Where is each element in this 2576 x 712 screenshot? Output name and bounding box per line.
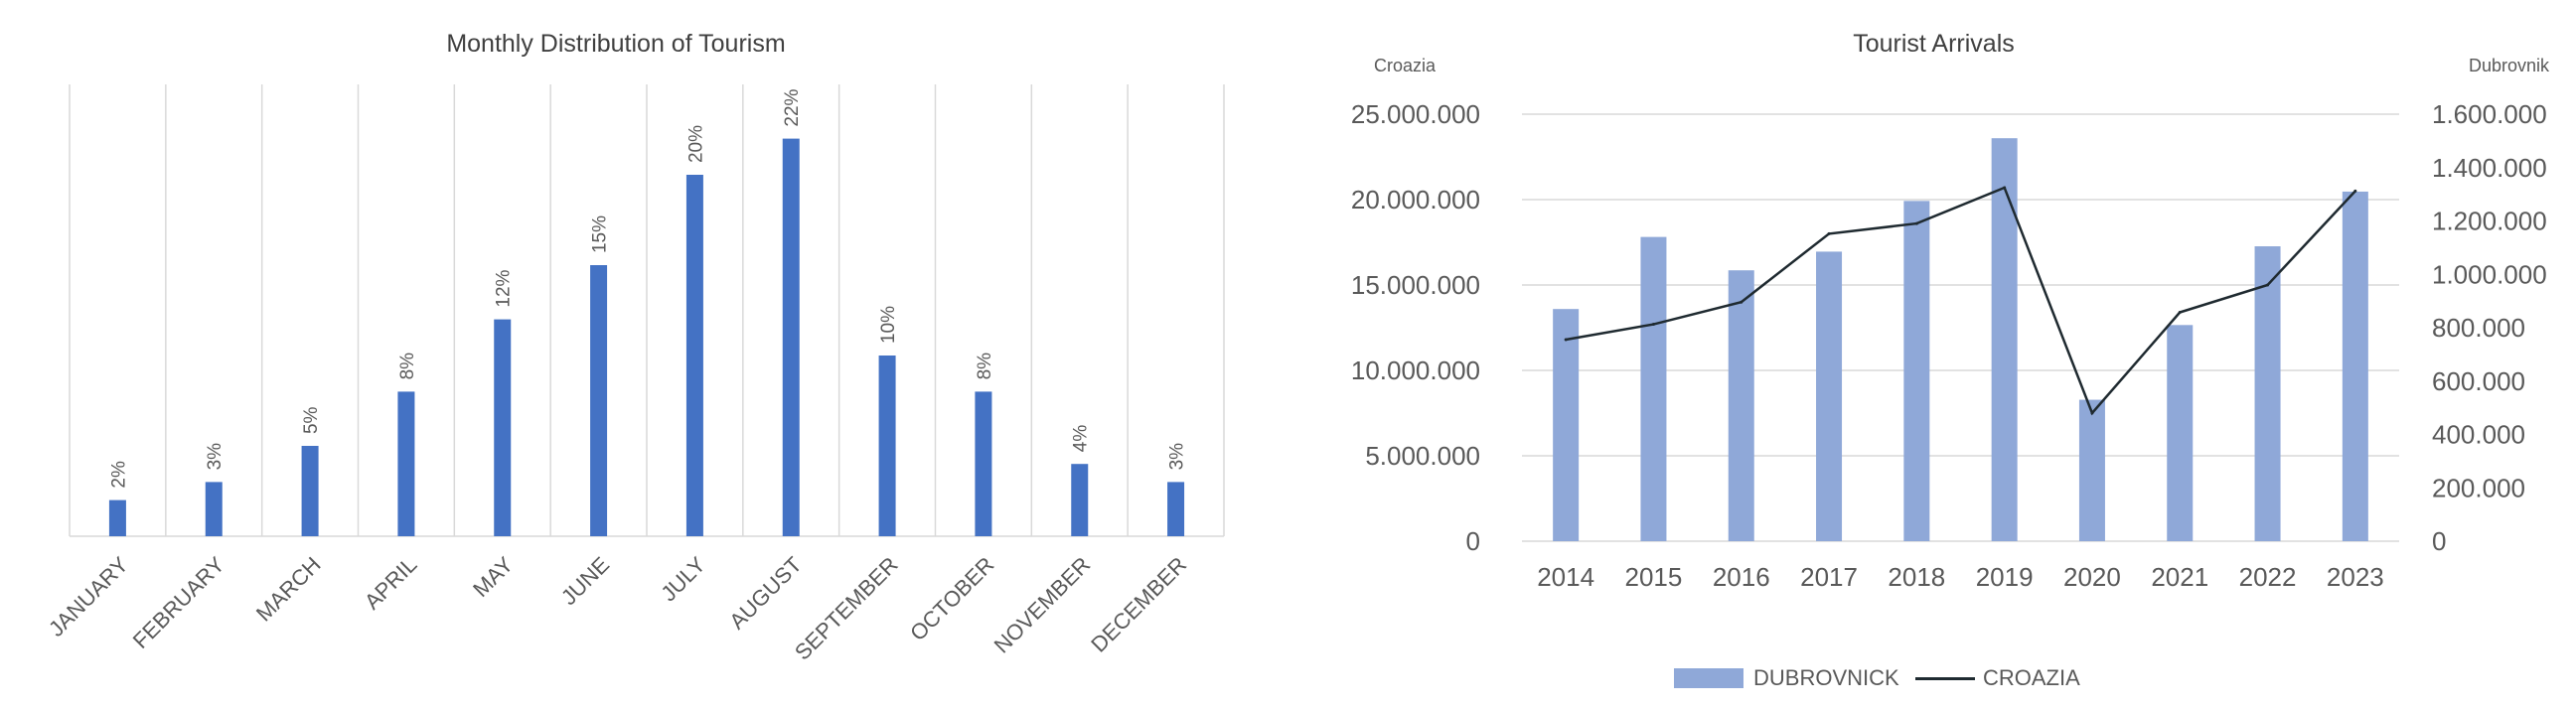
x-tick-label: 2020 [2063, 562, 2121, 592]
x-tick-label: NOVEMBER [989, 552, 1096, 658]
data-label: 20% [685, 125, 706, 163]
left-y-tick-label: 5.000.000 [1365, 441, 1480, 471]
data-label: 2% [108, 461, 129, 489]
bar-2015 [1640, 236, 1667, 541]
right-axis-label: Dubrovnik [2469, 56, 2550, 75]
data-label: 3% [1167, 443, 1188, 471]
bar-2018 [1903, 201, 1930, 541]
legend-item-dubrovnick: DUBROVNICK [1674, 663, 1899, 693]
bar-may [494, 319, 512, 536]
x-tick-label: APRIL [360, 552, 422, 615]
bar-january [108, 499, 126, 536]
bar-2023 [2342, 191, 2368, 541]
legend: DUBROVNICK CROAZIA [1291, 663, 2576, 693]
x-tick-label: MARCH [251, 552, 326, 627]
data-label: 4% [1071, 425, 1092, 453]
right-y-tick-label: 1.400.000 [2432, 153, 2547, 183]
data-label: 8% [397, 353, 418, 380]
line-point [1914, 221, 1918, 225]
bar-2022 [2254, 246, 2281, 541]
x-tick-label: FEBRUARY [128, 552, 229, 653]
legend-label: CROAZIA [1983, 665, 2080, 690]
line-point [2353, 189, 2357, 193]
right-y-tick-label: 1.600.000 [2432, 99, 2547, 129]
x-tick-label: 2017 [1800, 562, 1858, 592]
right-y-tick-label: 0 [2432, 526, 2446, 556]
x-tick-label: SEPTEMBER [790, 552, 903, 665]
x-tick-label: 2023 [2327, 562, 2384, 592]
bar-september [878, 356, 896, 536]
monthly-distribution-chart: Monthly Distribution of Tourism 2% JANUAR… [0, 0, 1232, 712]
x-tick-label: OCTOBER [905, 552, 998, 645]
left-y-tick-label: 10.000.000 [1351, 356, 1480, 385]
data-label: 22% [782, 88, 803, 126]
legend-swatch-line [1915, 676, 1975, 680]
chart-title: Monthly Distribution of Tourism [446, 30, 786, 58]
left-y-tick-label: 20.000.000 [1351, 185, 1480, 214]
line-point [1564, 338, 1568, 342]
legend-swatch-bar [1674, 668, 1743, 688]
line-point [1740, 300, 1743, 304]
x-tick-label: AUGUST [724, 552, 807, 635]
line-point [2003, 186, 2007, 190]
line-point [1827, 231, 1831, 235]
x-tick-label: MAY [468, 552, 518, 602]
bar-2016 [1728, 270, 1754, 541]
x-tick-label: JUNE [556, 552, 614, 610]
x-tick-label: JULY [656, 552, 710, 607]
data-label: 12% [494, 269, 515, 307]
data-label: 15% [590, 215, 611, 253]
bar-february [205, 482, 223, 536]
right-y-tick-label: 800.000 [2432, 313, 2525, 343]
bar-april [397, 391, 415, 536]
x-tick-label: 2014 [1537, 562, 1594, 592]
bar-2021 [2167, 325, 2194, 541]
left-axis-label: Croazia [1374, 56, 1437, 75]
bar-march [301, 446, 319, 536]
right-y-tick-label: 1.200.000 [2432, 207, 2547, 236]
bar-2017 [1816, 251, 1843, 541]
right-y-tick-label: 600.000 [2432, 366, 2525, 396]
legend-item-croazia: CROAZIA [1915, 663, 2080, 693]
right-y-tick-label: 1.000.000 [2432, 259, 2547, 289]
line-point [2178, 311, 2182, 315]
monthly-bar-chart-svg: 2% JANUARY 3% FEBRUARY 5% MARCH 8% APRIL 12% MAY 1… [44, 84, 1225, 665]
data-label: 3% [205, 443, 226, 471]
bar-december [1167, 482, 1185, 536]
x-tick-label: JANUARY [44, 552, 133, 641]
bar-july [685, 175, 703, 536]
x-tick-label: 2022 [2239, 562, 2297, 592]
left-y-tick-label: 15.000.000 [1351, 270, 1480, 300]
data-label: 8% [975, 353, 995, 380]
x-tick-label: DECEMBER [1086, 552, 1191, 657]
legend-label: DUBROVNICK [1753, 665, 1899, 690]
x-tick-label: 2019 [1976, 562, 2034, 592]
data-label: 10% [878, 306, 899, 344]
x-tick-label: 2021 [2151, 562, 2208, 592]
bar-2019 [1991, 138, 2018, 541]
line-point [2090, 411, 2094, 415]
line-croazia [1565, 186, 2356, 416]
right-y-tick-label: 400.000 [2432, 420, 2525, 450]
data-label: 5% [301, 406, 322, 434]
bar-june [590, 265, 608, 536]
x-tick-label: 2016 [1713, 562, 1770, 592]
bar-november [1071, 464, 1089, 536]
bar-2014 [1553, 309, 1580, 541]
left-y-tick-label: 25.000.000 [1351, 99, 1480, 129]
left-y-tick-label: 0 [1466, 526, 1480, 556]
bar-august [782, 138, 800, 536]
x-tick-label: 2018 [1888, 562, 1945, 592]
tourist-arrivals-chart: Tourist Arrivals Croazia Dubrovnik 0 5.00… [1291, 0, 2576, 712]
line-point [1651, 323, 1655, 327]
x-tick-label: 2015 [1625, 562, 1683, 592]
bar-october [975, 391, 992, 536]
arrivals-combo-chart-svg: 0 5.000.000 10.000.000 15.000.000 20.000.000… [1351, 99, 2547, 592]
chart-title: Tourist Arrivals [1853, 30, 2015, 58]
right-y-tick-label: 200.000 [2432, 473, 2525, 502]
line-point [2266, 283, 2270, 287]
bar-2020 [2078, 399, 2105, 541]
